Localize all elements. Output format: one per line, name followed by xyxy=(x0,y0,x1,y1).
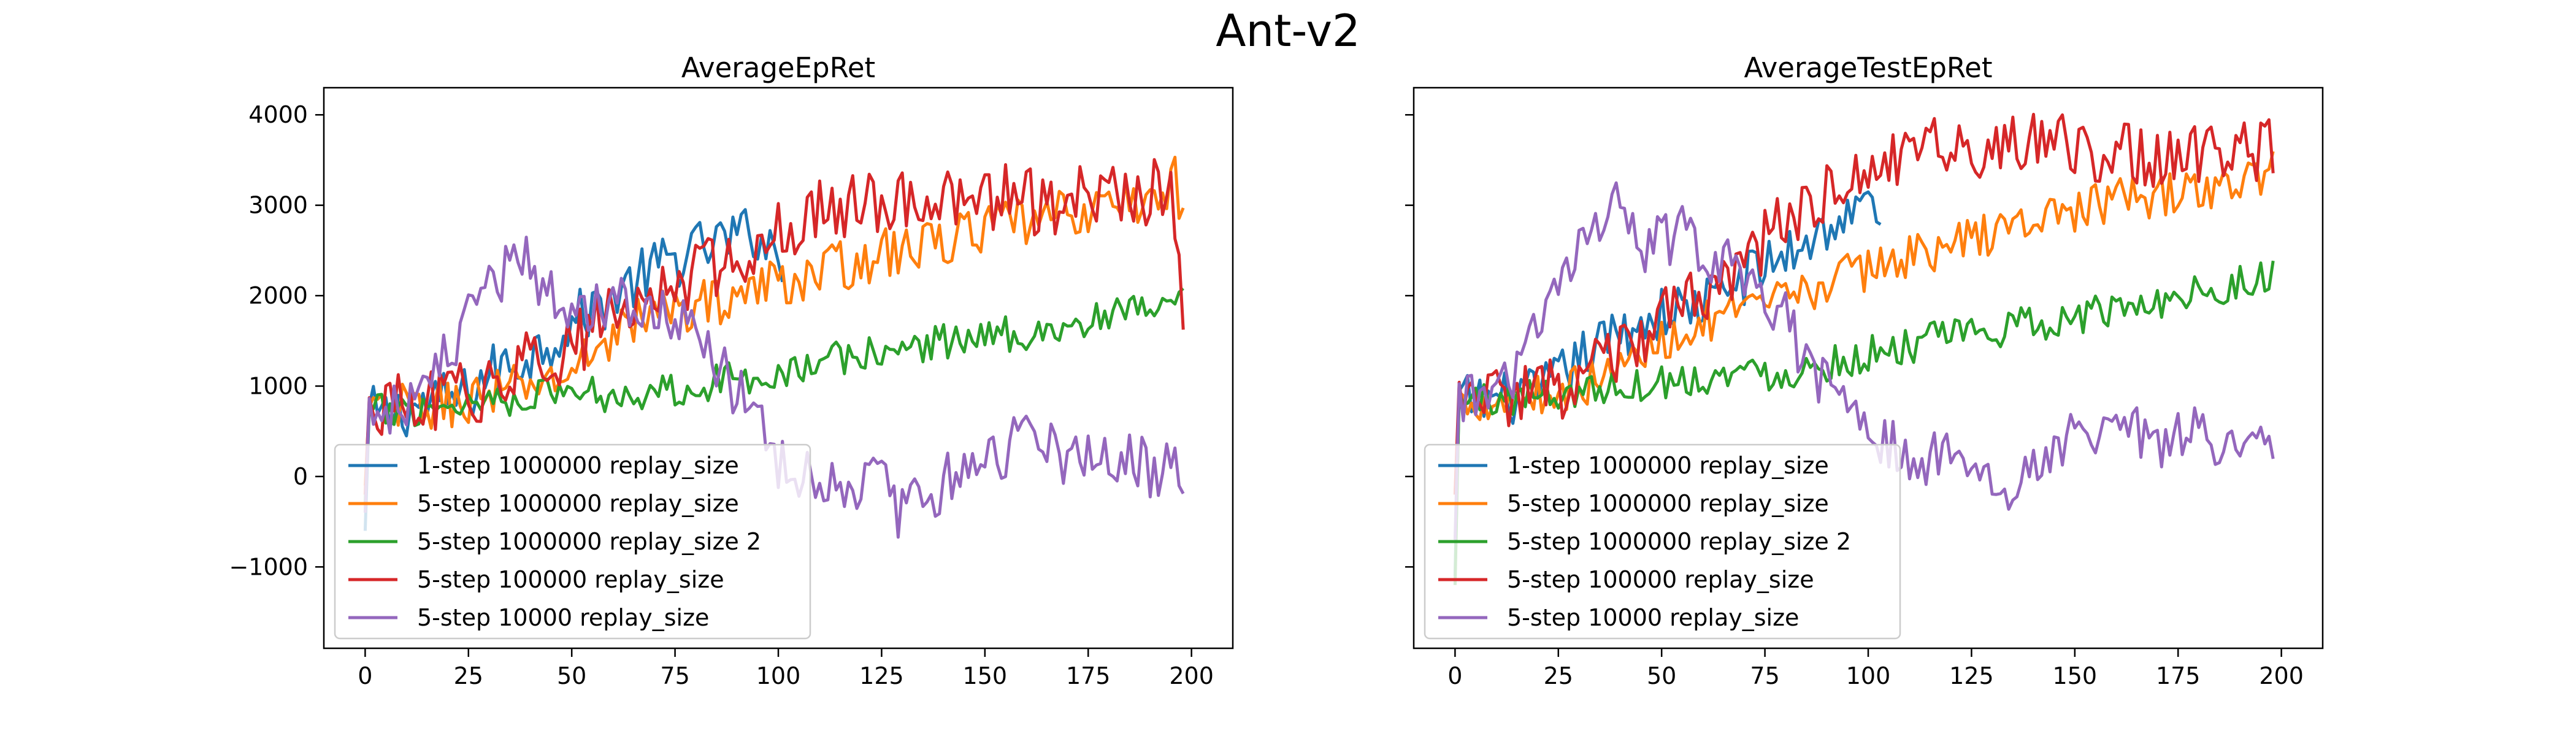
y-tick-label: 3000 xyxy=(248,192,308,219)
legend-label: 1-step 1000000 replay_size xyxy=(417,452,739,479)
y-tick-label: 4000 xyxy=(248,101,308,128)
legend-box xyxy=(1424,443,1901,640)
x-tick-label: 100 xyxy=(1846,662,1891,689)
legend-label: 5-step 10000 replay_size xyxy=(417,604,709,631)
legend-label: 5-step 1000000 replay_size xyxy=(1507,490,1829,517)
figure-suptitle: Ant-v2 xyxy=(1216,5,1360,56)
legend-item: 1-step 1000000 replay_size xyxy=(348,452,739,479)
panel-title: AverageEpRet xyxy=(681,52,875,84)
x-tick-label: 0 xyxy=(358,662,372,689)
x-tick-label: 200 xyxy=(2259,662,2304,689)
y-tick-label: 0 xyxy=(293,463,308,490)
x-tick-label: 125 xyxy=(1949,662,1994,689)
series-line xyxy=(1453,181,2275,540)
x-tick-label: 50 xyxy=(1647,662,1676,689)
x-tick-label: 125 xyxy=(859,662,904,689)
legend-label: 5-step 1000000 replay_size 2 xyxy=(1507,528,1851,555)
plot-area xyxy=(1453,112,2275,585)
series-line xyxy=(1453,112,2275,495)
legend: 1-step 1000000 replay_size 5-step 1000000… xyxy=(334,443,811,640)
x-tick-label: 50 xyxy=(557,662,586,689)
chart-panel-average-test-ep-ret: AverageTestEpRet 0 25 50 75 100 125 150 175 200 … xyxy=(1405,52,2324,689)
legend-item: 5-step 10000 replay_size xyxy=(348,604,709,631)
legend-label: 5-step 1000000 replay_size 2 xyxy=(417,528,761,555)
y-tick-label: 2000 xyxy=(248,282,308,309)
legend-item: 5-step 10000 replay_size xyxy=(1438,604,1799,631)
legend-box xyxy=(334,443,811,640)
legend-label: 5-step 100000 replay_size xyxy=(417,566,724,593)
x-tick-label: 25 xyxy=(454,662,483,689)
x-tick-label: 25 xyxy=(1544,662,1573,689)
legend-item: 5-step 1000000 replay_size xyxy=(1438,490,1829,517)
legend-label: 1-step 1000000 replay_size xyxy=(1507,452,1829,479)
x-tick-label: 75 xyxy=(1750,662,1779,689)
legend-item: 5-step 100000 replay_size xyxy=(1438,566,1814,593)
series-line xyxy=(1453,260,2275,585)
series-line xyxy=(363,287,1184,504)
series-line xyxy=(363,155,1185,486)
x-tick-label: 100 xyxy=(756,662,801,689)
x-tick-label: 175 xyxy=(1066,662,1111,689)
x-tick-label: 75 xyxy=(660,662,689,689)
panel-title: AverageTestEpRet xyxy=(1744,52,1993,84)
series-line xyxy=(1453,151,2275,495)
axes: 0 25 50 75 100 125 150 175 200 −1000 0 1000 2000 3000… xyxy=(229,101,1213,689)
x-tick-label: 0 xyxy=(1447,662,1462,689)
x-tick-label: 175 xyxy=(2156,662,2201,689)
chart-panel-average-ep-ret: AverageEpRet 0 25 50 75 100 125 150 175 200 −1000… xyxy=(229,52,1234,689)
axes: 0 25 50 75 100 125 150 175 200 xyxy=(1405,113,2304,689)
legend: 1-step 1000000 replay_size 5-step 1000000… xyxy=(1424,443,1901,640)
legend-label: 5-step 1000000 replay_size xyxy=(417,490,739,517)
x-tick-label: 200 xyxy=(1169,662,1214,689)
legend-item: 5-step 1000000 replay_size 2 xyxy=(1438,528,1851,555)
legend-item: 5-step 1000000 replay_size 2 xyxy=(348,528,761,555)
legend-label: 5-step 10000 replay_size xyxy=(1507,604,1799,631)
legend-item: 5-step 1000000 replay_size xyxy=(348,490,739,517)
legend-label: 5-step 100000 replay_size xyxy=(1507,566,1814,593)
series-line xyxy=(363,158,1185,495)
legend-item: 5-step 100000 replay_size xyxy=(348,566,724,593)
legend-item: 1-step 1000000 replay_size xyxy=(1438,452,1829,479)
y-tick-label: −1000 xyxy=(229,553,308,580)
y-tick-label: 1000 xyxy=(248,372,308,399)
x-tick-label: 150 xyxy=(963,662,1008,689)
x-tick-label: 150 xyxy=(2053,662,2098,689)
